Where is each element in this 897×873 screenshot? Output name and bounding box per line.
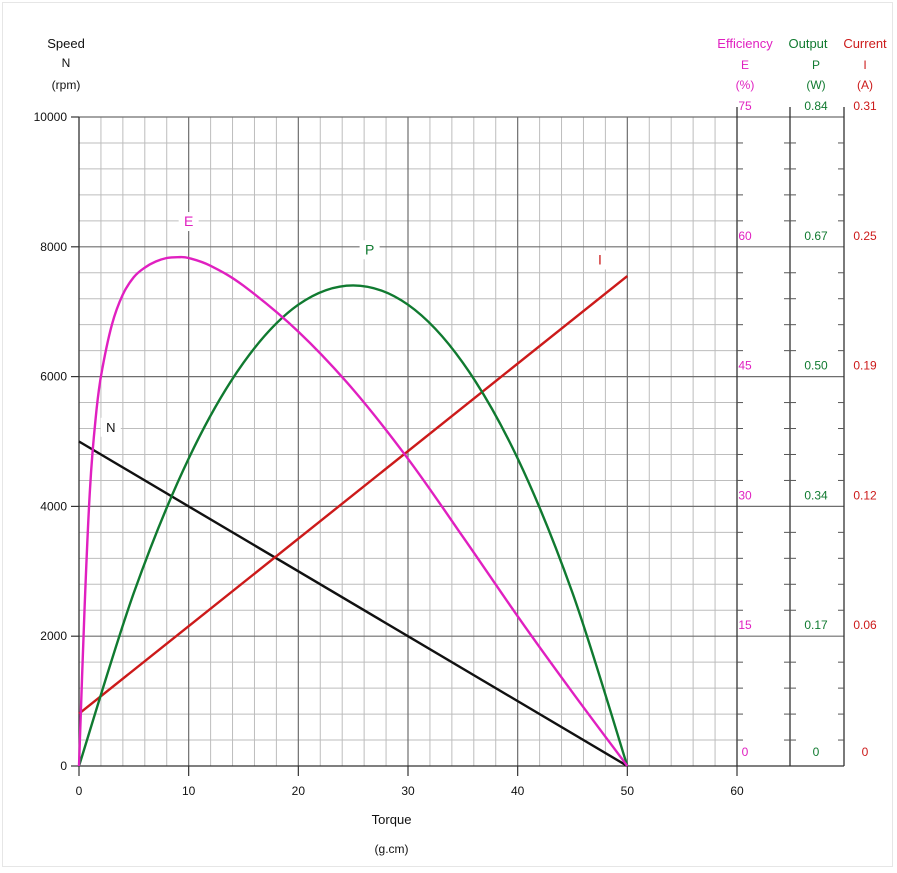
x-tick-label: 50 <box>621 784 635 798</box>
series-label-i: I <box>598 251 602 267</box>
y-axis-symbol: N <box>62 56 71 70</box>
right-axis-symbol: E <box>741 58 749 72</box>
series-lines <box>77 255 629 768</box>
x-axis-unit: (g.cm) <box>375 842 409 856</box>
y-tick-label: 0 <box>60 759 67 773</box>
series-label-p: P <box>365 241 374 257</box>
right-axis-tick-label: 0 <box>813 745 820 759</box>
series-label-bg <box>178 212 199 232</box>
y-tick-label: 6000 <box>40 370 67 384</box>
series-line-n <box>78 440 628 768</box>
right-axis-tick-label: 45 <box>738 359 752 373</box>
right-axis-tick-label: 0.17 <box>804 618 828 632</box>
right-axis-tick-label: 30 <box>738 488 752 502</box>
series-label-bg <box>589 250 610 270</box>
axes <box>71 107 845 776</box>
right-axis-tick-label: 60 <box>738 229 752 243</box>
y-tick-label: 8000 <box>40 240 67 254</box>
right-axis-tick-label: 0.12 <box>853 488 877 502</box>
right-axis-tick-label: 0 <box>742 745 749 759</box>
series-line-p <box>77 284 629 767</box>
series-label-e: E <box>184 213 193 229</box>
right-axis-title: Efficiency <box>717 36 773 51</box>
right-axis-title: Current <box>843 36 887 51</box>
y-tick-label: 2000 <box>40 629 67 643</box>
right-axis-symbol: P <box>812 58 820 72</box>
right-axis-tick-label: 0 <box>862 745 869 759</box>
right-axis-tick-label: 75 <box>738 99 752 113</box>
series-label-n: N <box>106 420 115 435</box>
y-tick-label: 4000 <box>40 499 67 513</box>
right-axis-unit: (A) <box>857 78 873 92</box>
x-tick-label: 0 <box>76 784 83 798</box>
right-axis-tick-label: 0.25 <box>853 229 877 243</box>
right-axis-tick-label: 0.19 <box>853 359 877 373</box>
x-tick-label: 20 <box>292 784 306 798</box>
y-axis-title: Speed <box>47 36 85 51</box>
right-axis-tick-label: 0.31 <box>853 99 877 113</box>
right-axis-tick-label: 0.84 <box>804 99 828 113</box>
right-axis-symbol: I <box>863 58 866 72</box>
y-axis-unit: (rpm) <box>52 78 81 92</box>
series-label-bg <box>100 417 121 437</box>
x-tick-label: 30 <box>401 784 415 798</box>
right-axis-tick-label: 0.34 <box>804 488 828 502</box>
right-axis-tick-label: 0.06 <box>853 618 877 632</box>
x-axis-title: Torque <box>372 812 412 827</box>
x-tick-label: 60 <box>730 784 744 798</box>
x-tick-label: 10 <box>182 784 196 798</box>
right-axis-tick-label: 15 <box>738 618 752 632</box>
right-axis-unit: (W) <box>806 78 825 92</box>
right-axis-tick-label: 0.50 <box>804 359 828 373</box>
grid <box>79 116 844 766</box>
series-line-e <box>77 255 629 767</box>
series-label-bg <box>359 240 380 260</box>
series-line-i <box>78 275 629 715</box>
x-tick-label: 40 <box>511 784 525 798</box>
right-axis-title: Output <box>788 36 827 51</box>
right-axis-unit: (%) <box>736 78 755 92</box>
right-axis-tick-label: 0.67 <box>804 229 828 243</box>
y-tick-label: 10000 <box>34 110 68 124</box>
